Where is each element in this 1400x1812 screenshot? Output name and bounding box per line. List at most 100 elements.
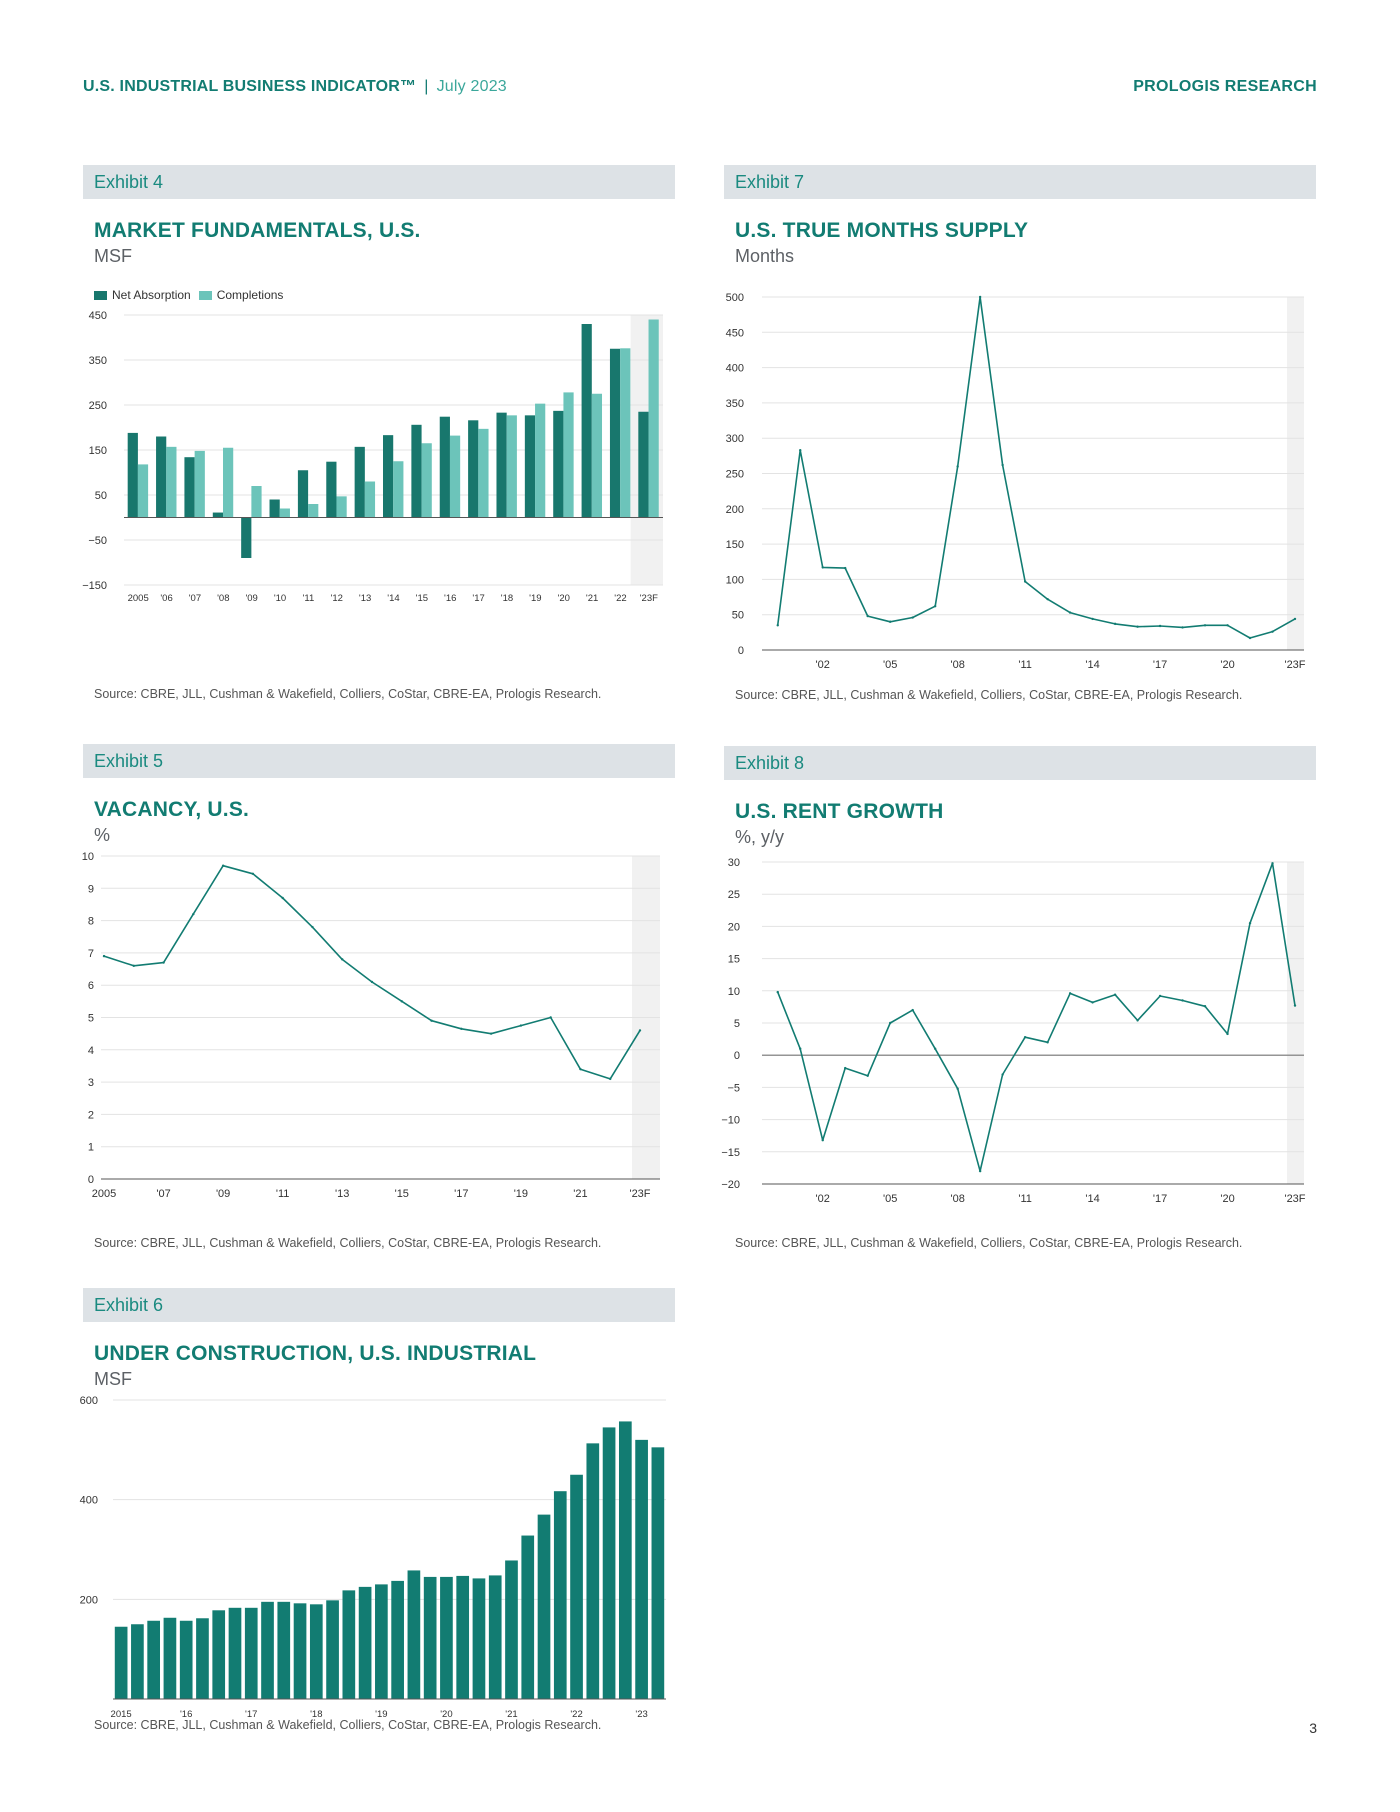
- bar-under-construction: [179, 1620, 193, 1699]
- data-point: [1158, 994, 1162, 998]
- bar-completions: [364, 481, 376, 518]
- y-tick-label: −150: [82, 580, 107, 592]
- bar-under-construction: [228, 1607, 242, 1699]
- chart-title: U.S. RENT GROWTH: [735, 800, 944, 823]
- bar-completions: [308, 504, 319, 518]
- data-point: [1136, 1019, 1139, 1022]
- y-tick-label: 400: [726, 363, 744, 375]
- bar-under-construction: [293, 1603, 307, 1699]
- bar-net-absorption: [297, 470, 309, 518]
- bar-under-construction: [277, 1601, 291, 1699]
- bar-under-construction: [423, 1576, 437, 1699]
- chart-plot: 600 400 200 2015 '16 '17 '18 '19 '20 '21 '22 '23: [80, 1395, 666, 1720]
- x-tick-label: '15: [416, 593, 428, 604]
- y-tick-label: 10: [728, 986, 740, 998]
- y-tick-label: 400: [80, 1495, 98, 1507]
- data-point: [866, 614, 869, 618]
- data-point: [638, 1029, 642, 1032]
- exhibit-7-panel: Exhibit 7 U.S. TRUE MONTHS SUPPLY Months…: [724, 165, 1316, 710]
- data-point: [1203, 624, 1207, 627]
- exhibit-5-panel: Exhibit 5 VACANCY, U.S. % 10 9 8 7 6 5 4 3 2 1 0 20…: [82, 744, 675, 1254]
- x-tick-label: '13: [335, 1188, 349, 1200]
- bar-net-absorption: [184, 457, 195, 518]
- y-tick-label: 1: [88, 1142, 94, 1154]
- data-point: [281, 896, 284, 900]
- y-tick-label: 30: [728, 857, 740, 869]
- y-tick-label: 200: [80, 1594, 98, 1606]
- chart-plot: 1098765432102005'07'09'11'13'15'17'19'21…: [82, 851, 660, 1200]
- data-point: [1091, 617, 1094, 621]
- x-tick-label: '17: [472, 593, 484, 604]
- bar-under-construction: [309, 1604, 323, 1699]
- exhibit-label: Exhibit 8: [724, 746, 1316, 780]
- bar-net-absorption: [354, 446, 365, 518]
- x-tick-label: '15: [395, 1188, 409, 1200]
- x-tick-label: '12: [331, 593, 343, 604]
- bar-completions: [279, 508, 290, 518]
- data-point: [1023, 1035, 1027, 1039]
- data-point: [1293, 617, 1297, 621]
- data-point: [1293, 1004, 1297, 1007]
- bar-completions: [620, 348, 631, 518]
- data-point: [1068, 611, 1072, 614]
- x-tick-label: '14: [387, 593, 399, 604]
- y-tick-label: 50: [732, 610, 744, 622]
- y-tick-label: 500: [726, 292, 744, 304]
- x-tick-label: '21: [505, 1709, 517, 1720]
- legend-label: Completions: [216, 288, 284, 302]
- exhibit-label: Exhibit 7: [724, 165, 1316, 199]
- bar-under-construction: [326, 1600, 339, 1699]
- y-tick-label: 200: [726, 504, 744, 516]
- x-tick-label: '06: [160, 593, 172, 604]
- bar-under-construction: [602, 1427, 616, 1699]
- x-tick-label: '05: [883, 659, 897, 671]
- data-point: [192, 912, 195, 916]
- x-tick-label: '14: [1085, 659, 1099, 671]
- exhibit-6-panel: Exhibit 6 UNDER CONSTRUCTION, U.S. INDUS…: [80, 1288, 675, 1738]
- data-point: [933, 605, 937, 608]
- bar-under-construction: [163, 1617, 177, 1699]
- chart-title: MARKET FUNDAMENTALS, U.S.: [94, 219, 421, 242]
- bar-net-absorption: [439, 416, 450, 518]
- data-point: [341, 958, 344, 961]
- data-point: [888, 1021, 892, 1025]
- x-tick-label: '11: [1018, 659, 1032, 671]
- bar-under-construction: [342, 1590, 356, 1699]
- y-tick-label: 600: [80, 1395, 98, 1407]
- chart-unit: %: [94, 825, 111, 845]
- bar-under-construction: [618, 1421, 632, 1699]
- report-date: July 2023: [436, 78, 507, 95]
- x-tick-label: '22: [614, 593, 626, 604]
- legend-item-net-absorption: Net Absorption: [94, 288, 191, 302]
- bar-net-absorption: [581, 324, 592, 518]
- y-tick-label: −15: [721, 1147, 740, 1159]
- y-tick-label: 150: [726, 539, 744, 551]
- bar-net-absorption: [127, 432, 138, 518]
- bar-net-absorption: [468, 420, 479, 518]
- bar-under-construction: [358, 1586, 372, 1699]
- chart-unit: Months: [735, 246, 795, 266]
- bar-net-absorption: [524, 415, 536, 518]
- bar-completions: [137, 464, 149, 518]
- y-tick-label: −50: [88, 535, 107, 547]
- data-point: [579, 1067, 582, 1071]
- x-tick-label: '08: [217, 593, 229, 604]
- y-tick-label: 2: [88, 1109, 94, 1121]
- x-tick-label: '19: [514, 1188, 528, 1200]
- data-point: [609, 1077, 612, 1081]
- exhibit-label: Exhibit 6: [83, 1288, 675, 1322]
- chart-source: Source: CBRE, JLL, Cushman & Wakefield, …: [94, 1718, 602, 1732]
- x-tick-label: '11: [303, 593, 315, 604]
- data-point: [370, 980, 374, 984]
- chart-source: Source: CBRE, JLL, Cushman & Wakefield, …: [735, 688, 1243, 702]
- x-tick-label: '17: [1153, 1193, 1167, 1205]
- y-tick-label: 25: [728, 889, 740, 901]
- data-point: [1181, 626, 1184, 629]
- chart-plot: 450 350 250 150 50 −50 −150 2005 '06 '07 '08 '09 '10…: [82, 310, 663, 604]
- x-tick-label: '20: [440, 1709, 452, 1720]
- y-tick-label: 450: [89, 310, 107, 322]
- y-tick-label: 300: [726, 433, 744, 445]
- data-point: [519, 1024, 523, 1027]
- data-point: [221, 864, 225, 867]
